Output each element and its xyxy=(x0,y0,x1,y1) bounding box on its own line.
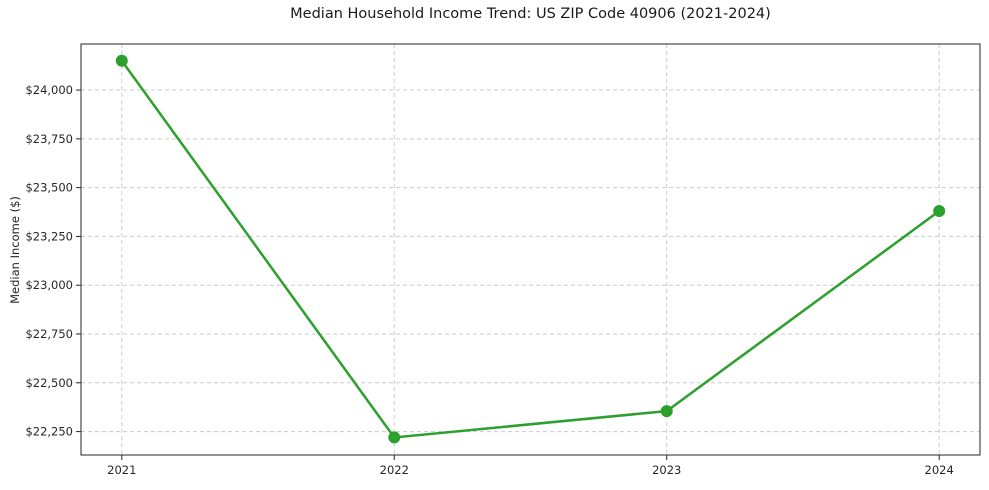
y-tick-label: $23,750 xyxy=(25,132,73,146)
x-tick-label: 2022 xyxy=(380,463,409,477)
y-tick-label: $24,000 xyxy=(25,83,73,97)
y-tick-label: $23,250 xyxy=(25,229,73,243)
data-point-2022 xyxy=(388,431,401,444)
y-tick-label: $23,500 xyxy=(25,181,73,195)
chart-title: Median Household Income Trend: US ZIP Co… xyxy=(290,6,771,22)
data-point-2024 xyxy=(933,205,946,218)
x-tick-label: 2023 xyxy=(652,463,681,477)
plot-border xyxy=(80,43,981,456)
trend-line xyxy=(120,59,941,439)
data-point-2023 xyxy=(660,405,673,418)
y-tick-label: $22,250 xyxy=(25,425,73,439)
y-tick-label: $23,000 xyxy=(25,278,73,292)
data-point-2021 xyxy=(115,54,128,67)
x-tick-label: 2024 xyxy=(925,463,954,477)
x-tick-label: 2021 xyxy=(107,463,136,477)
y-tick-label: $22,750 xyxy=(25,327,73,341)
y-tick-label: $22,500 xyxy=(25,376,73,390)
